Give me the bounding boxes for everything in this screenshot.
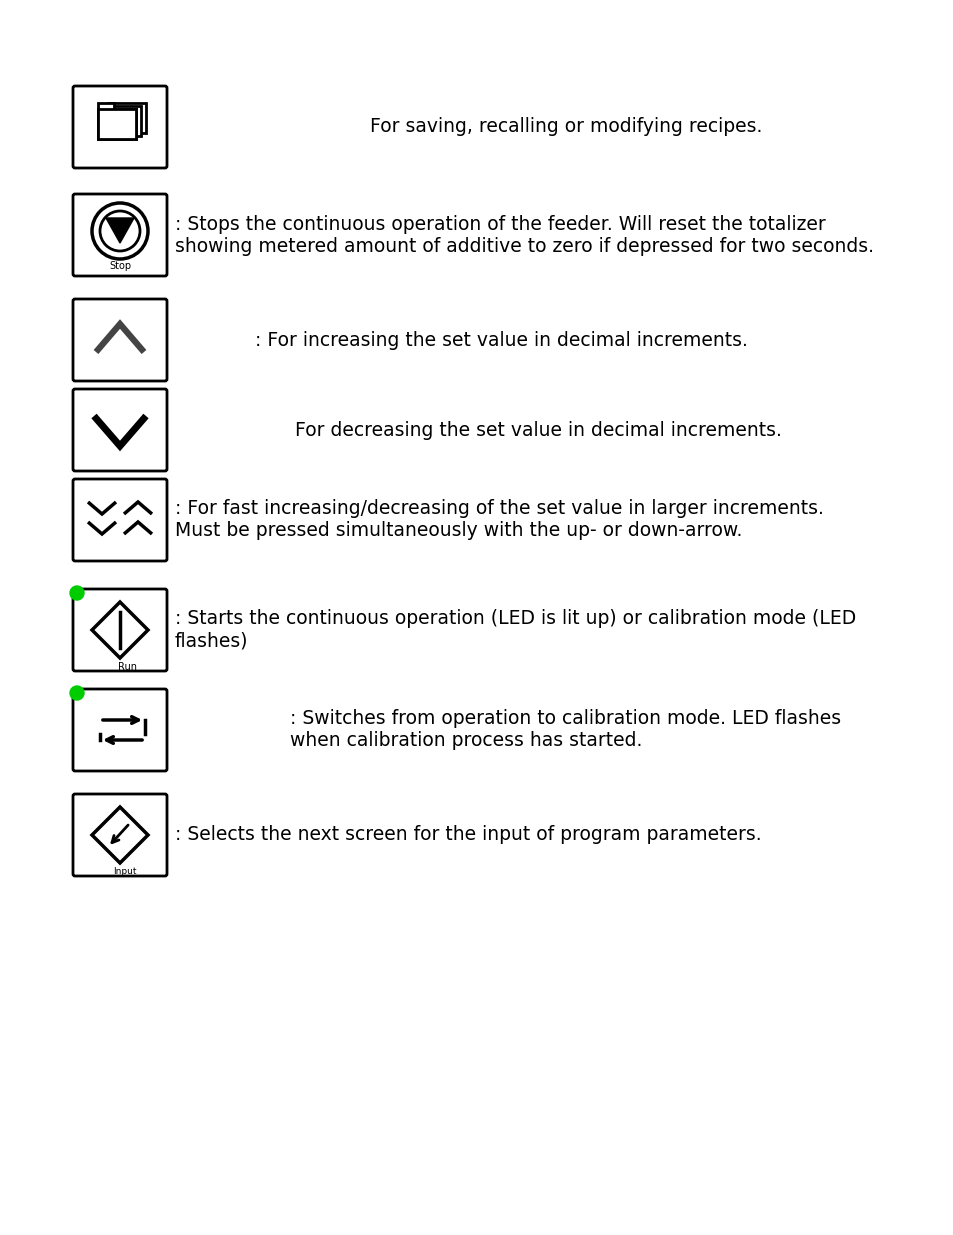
FancyBboxPatch shape bbox=[73, 194, 167, 275]
Circle shape bbox=[91, 203, 148, 259]
FancyBboxPatch shape bbox=[73, 389, 167, 471]
FancyBboxPatch shape bbox=[108, 103, 146, 133]
Text: For decreasing the set value in decimal increments.: For decreasing the set value in decimal … bbox=[294, 420, 781, 440]
Text: : Stops the continuous operation of the feeder. Will reset the totalizer: : Stops the continuous operation of the … bbox=[174, 215, 825, 233]
Text: : Selects the next screen for the input of program parameters.: : Selects the next screen for the input … bbox=[174, 825, 760, 845]
Text: : Starts the continuous operation (LED is lit up) or calibration mode (LED: : Starts the continuous operation (LED i… bbox=[174, 610, 856, 629]
Text: Run: Run bbox=[118, 662, 137, 672]
FancyBboxPatch shape bbox=[73, 86, 167, 168]
FancyBboxPatch shape bbox=[73, 589, 167, 671]
Text: : For fast increasing/decreasing of the set value in larger increments.: : For fast increasing/decreasing of the … bbox=[174, 499, 823, 519]
FancyBboxPatch shape bbox=[73, 689, 167, 771]
FancyBboxPatch shape bbox=[98, 103, 113, 111]
Text: : For increasing the set value in decimal increments.: : For increasing the set value in decima… bbox=[254, 331, 747, 350]
Circle shape bbox=[100, 211, 140, 251]
FancyBboxPatch shape bbox=[103, 106, 141, 136]
Polygon shape bbox=[91, 601, 148, 658]
Text: : Switches from operation to calibration mode. LED flashes: : Switches from operation to calibration… bbox=[290, 709, 841, 729]
Text: Must be pressed simultaneously with the up- or down-arrow.: Must be pressed simultaneously with the … bbox=[174, 521, 741, 541]
Circle shape bbox=[70, 585, 84, 600]
FancyBboxPatch shape bbox=[98, 109, 136, 140]
Text: For saving, recalling or modifying recipes.: For saving, recalling or modifying recip… bbox=[370, 117, 761, 137]
Text: Stop: Stop bbox=[109, 261, 131, 270]
FancyBboxPatch shape bbox=[73, 794, 167, 876]
Circle shape bbox=[70, 685, 84, 700]
Polygon shape bbox=[91, 806, 148, 863]
FancyBboxPatch shape bbox=[73, 299, 167, 382]
Text: Input: Input bbox=[113, 867, 136, 876]
FancyBboxPatch shape bbox=[98, 109, 136, 140]
Text: flashes): flashes) bbox=[174, 631, 248, 651]
Polygon shape bbox=[106, 219, 133, 243]
Text: when calibration process has started.: when calibration process has started. bbox=[290, 731, 641, 751]
Text: showing metered amount of additive to zero if depressed for two seconds.: showing metered amount of additive to ze… bbox=[174, 236, 873, 256]
FancyBboxPatch shape bbox=[73, 479, 167, 561]
